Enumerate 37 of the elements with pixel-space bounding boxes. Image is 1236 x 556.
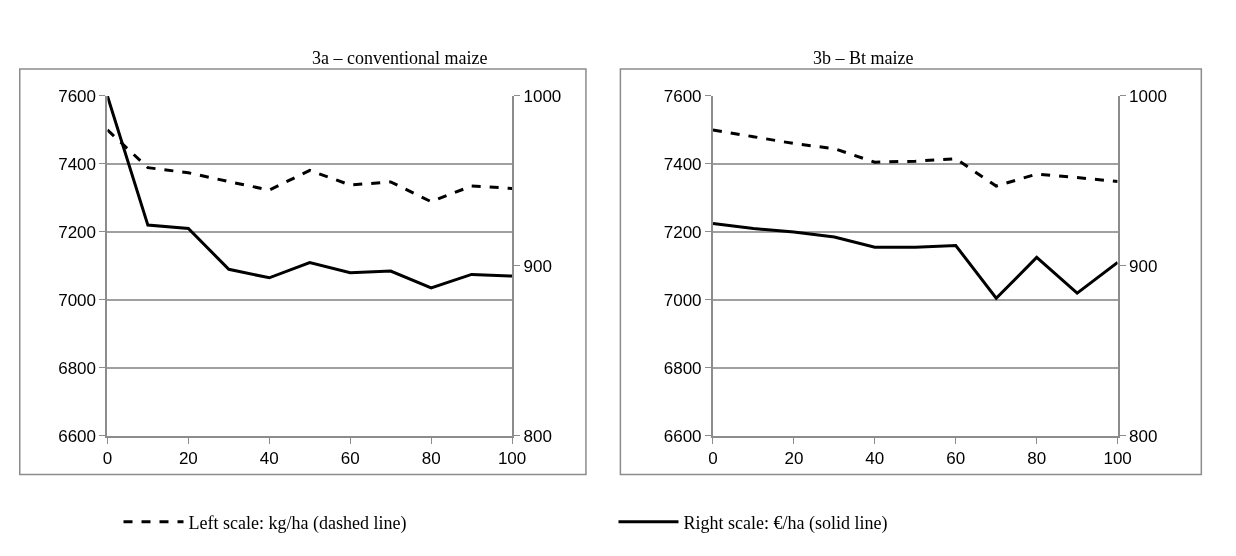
line-series	[712, 128, 1118, 188]
x-tick-label: 0	[708, 449, 718, 469]
x-tick-label: 100	[1103, 449, 1132, 469]
y-tick-label: 7600	[663, 86, 702, 106]
y-tick-label: 7200	[663, 222, 702, 242]
x-tick-label: 0	[102, 449, 113, 469]
y2-tick-label: 800	[1129, 426, 1158, 446]
legend-label: Right scale: €/ha (solid line)	[683, 512, 888, 534]
x-tick-label: 40	[259, 449, 279, 469]
y-tick-label: 7400	[58, 154, 96, 174]
y-tick-label: 6800	[58, 358, 96, 378]
y2-tick-label: 1000	[1129, 86, 1167, 106]
y-tick-label: 6800	[663, 358, 702, 378]
y2-tick-label: 900	[1129, 256, 1158, 276]
x-tick-label: 60	[340, 449, 360, 469]
y-tick-label: 7400	[663, 154, 702, 174]
x-tick-label: 60	[946, 449, 966, 469]
line-series	[107, 95, 513, 290]
x-tick-label: 100	[497, 449, 527, 469]
legend-label: Left scale: kg/ha (dashed line)	[188, 512, 407, 534]
y2-tick-label: 1000	[523, 86, 562, 106]
x-tick-label: 20	[178, 449, 198, 469]
x-tick-label: 40	[865, 449, 885, 469]
y-tick-label: 7000	[663, 290, 702, 310]
x-tick-label: 80	[421, 449, 441, 469]
y-tick-label: 7600	[58, 86, 96, 106]
chart-title: 3a – conventional maize	[312, 48, 488, 68]
chart-title: 3b – Bt maize	[813, 48, 914, 68]
y-tick-label: 7000	[58, 290, 96, 310]
x-tick-label: 80	[1027, 449, 1047, 469]
y-tick-label: 6600	[58, 426, 96, 446]
y2-tick-label: 800	[523, 426, 552, 446]
y2-tick-label: 900	[523, 256, 552, 276]
line-series	[712, 221, 1118, 300]
y-tick-label: 7200	[58, 222, 96, 242]
x-tick-label: 20	[784, 449, 804, 469]
y-tick-label: 6600	[663, 426, 702, 446]
